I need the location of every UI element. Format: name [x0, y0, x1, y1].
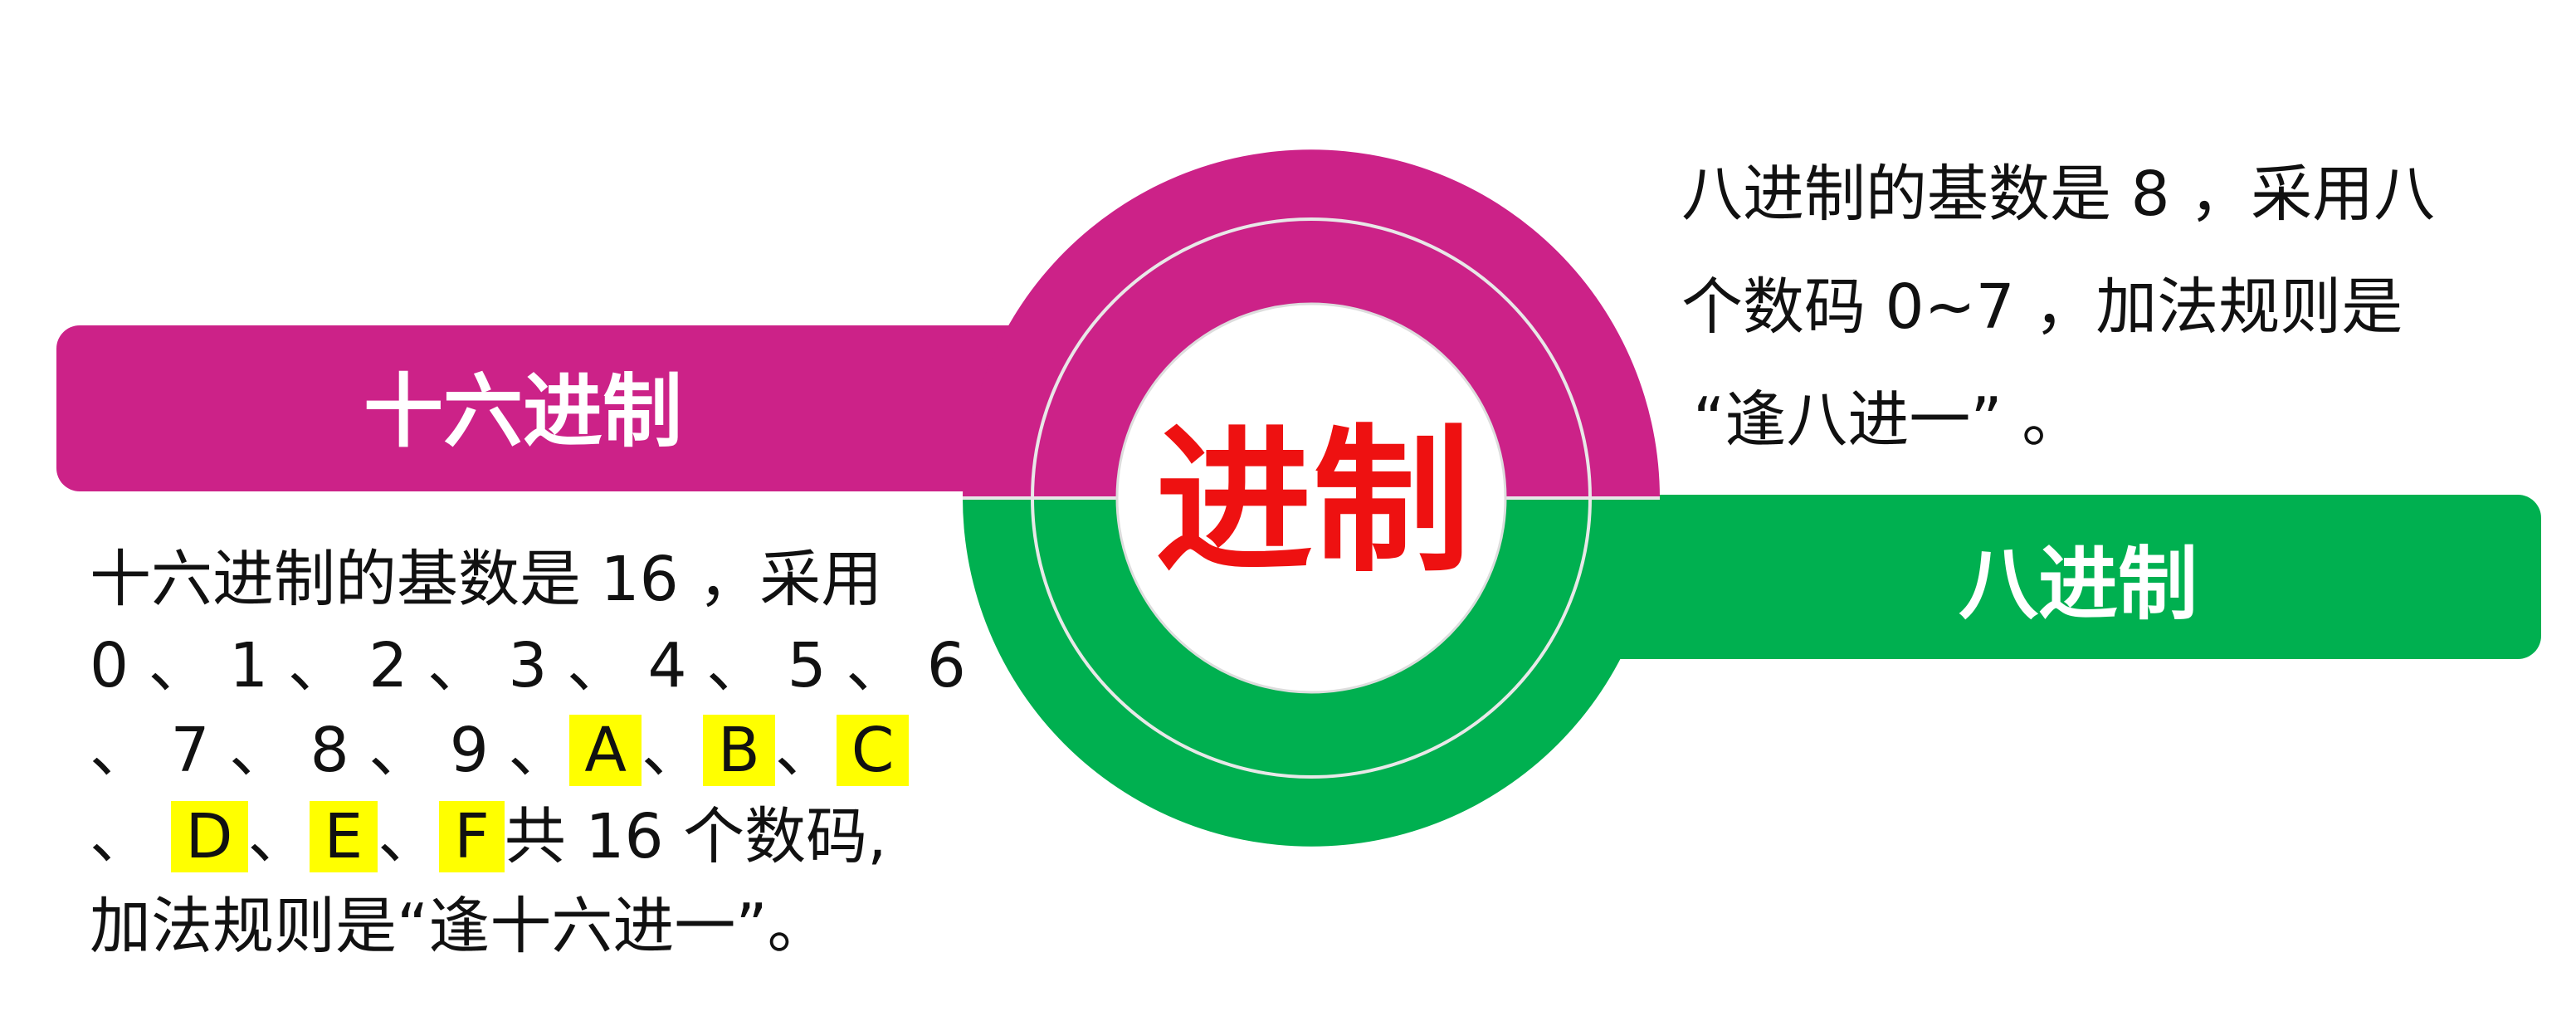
oct-banner	[1411, 495, 2541, 659]
oct-banner-label: 八进制	[1959, 538, 2198, 631]
hex-letter-f: F	[439, 801, 505, 872]
hex-desc-line-2: 0 、 1 、 2 、 3 、 4 、 5 、 6	[90, 630, 966, 701]
oct-desc-line-3: “逢八进一” 。	[1693, 384, 2084, 456]
center-title: 进制	[1155, 410, 1471, 593]
separator: 、	[247, 801, 310, 872]
hex-count-text: 共 16 个数码,	[504, 801, 887, 872]
hex-letter-a: A	[569, 715, 642, 786]
hex-letter-c: C	[836, 715, 910, 786]
hex-banner-label: 十六进制	[363, 365, 682, 458]
hex-desc-line-1: 十六进制的基数是 16 ，采用	[90, 544, 883, 615]
separator: 、	[378, 801, 440, 872]
hex-letter-d: D	[170, 801, 248, 872]
hex-desc-line-4: 、 D、 E、 F 共 16 个数码,	[90, 794, 887, 880]
oct-desc-line-2: 个数码 0~7 ，加法规则是	[1681, 271, 2403, 343]
hex-banner	[56, 325, 1168, 491]
hex-letter-b: B	[703, 715, 775, 786]
hex-digits-7-9: 、 7 、 8 、 9 、	[90, 715, 570, 786]
separator: 、	[90, 801, 151, 872]
center-disk	[1115, 302, 1507, 694]
hex-letter-e: E	[309, 801, 378, 872]
separator: 、	[642, 715, 704, 786]
hex-desc-line-3: 、 7 、 8 、 9 、 A、 B、 C	[90, 707, 910, 794]
separator: 、	[774, 715, 837, 786]
hex-desc-line-5: 加法规则是“逢十六进一”。	[90, 891, 829, 962]
oct-desc-line-1: 八进制的基数是 8 ，采用八	[1681, 159, 2436, 230]
